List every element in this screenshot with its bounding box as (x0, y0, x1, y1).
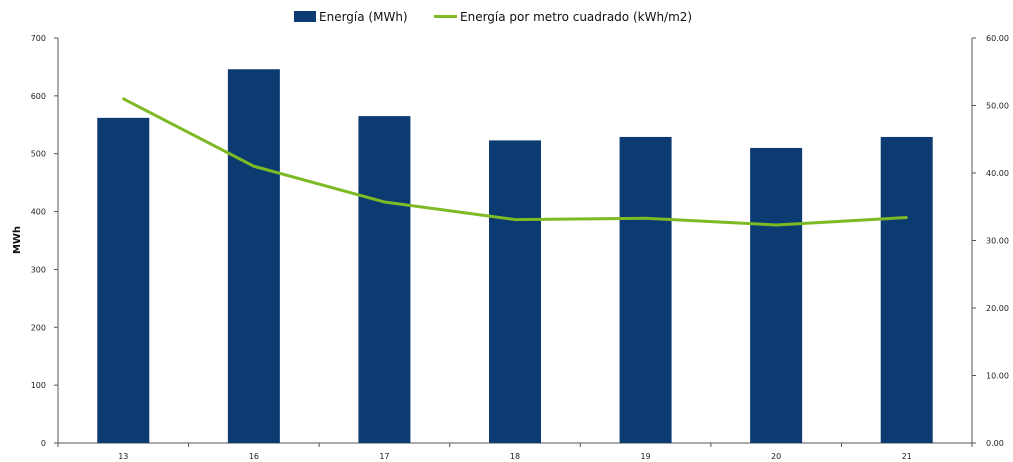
x-tick-label-18: 18 (510, 452, 520, 461)
x-tick-label-17: 17 (379, 452, 389, 461)
legend: Energía (MWh) Energía por metro cuadrado… (294, 10, 692, 24)
left-tick-label-500: 500 (31, 150, 46, 159)
right-axis-ticks: 0.00 10.00 20.00 30.00 40.00 50.00 60.00 (972, 34, 1009, 448)
bar-16 (227, 69, 280, 443)
right-tick-label-20.00: 20.00 (986, 304, 1009, 313)
right-tick-label-40.00: 40.00 (986, 169, 1009, 178)
left-tick-label-100: 100 (31, 381, 46, 390)
bar-19 (619, 136, 672, 443)
line-point-20 (774, 223, 778, 227)
y-axis-title: MWh (12, 226, 23, 254)
line-point-16 (252, 165, 256, 168)
legend-label-bar: Energía (MWh) (319, 10, 408, 24)
x-tick-label-16: 16 (249, 452, 259, 461)
x-axis-ticks: 13 16 17 18 19 20 21 (57, 443, 973, 461)
left-tick-label-200: 200 (31, 323, 46, 332)
legend-label-line: Energía por metro cuadrado (kWh/m2) (460, 10, 692, 24)
left-tick-label-400: 400 (31, 208, 46, 217)
bar-series (97, 69, 933, 443)
line-point-21 (905, 216, 908, 219)
left-tick-label-600: 600 (31, 92, 46, 101)
x-tick-label-20: 20 (771, 452, 781, 461)
right-tick-label-60.00: 60.00 (986, 34, 1009, 43)
right-tick-label-30.00: 30.00 (986, 237, 1009, 246)
x-tick-label-21: 21 (902, 452, 912, 461)
right-tick-label-0.00: 0.00 (986, 439, 1004, 448)
line-point-13 (122, 97, 125, 100)
bar-17 (358, 116, 411, 443)
line-point-18 (513, 218, 517, 221)
legend-swatch-bar (294, 11, 316, 22)
left-tick-label-0: 0 (41, 439, 46, 448)
line-point-19 (644, 217, 647, 220)
left-tick-label-700: 700 (31, 34, 46, 43)
bar-18 (489, 140, 541, 443)
left-axis-ticks: 0 100 200 300 400 500 600 700 (31, 34, 58, 448)
left-tick-label-300: 300 (31, 265, 46, 274)
right-tick-label-10.00: 10.00 (986, 372, 1009, 381)
line-point-17 (383, 200, 386, 204)
line-series (122, 97, 908, 227)
x-tick-label-13: 13 (118, 452, 128, 461)
bar-21 (880, 136, 933, 443)
bar-20 (750, 147, 803, 443)
x-tick-label-19: 19 (640, 452, 650, 461)
bar-13 (97, 117, 150, 443)
right-tick-label-50.00: 50.00 (986, 102, 1009, 111)
